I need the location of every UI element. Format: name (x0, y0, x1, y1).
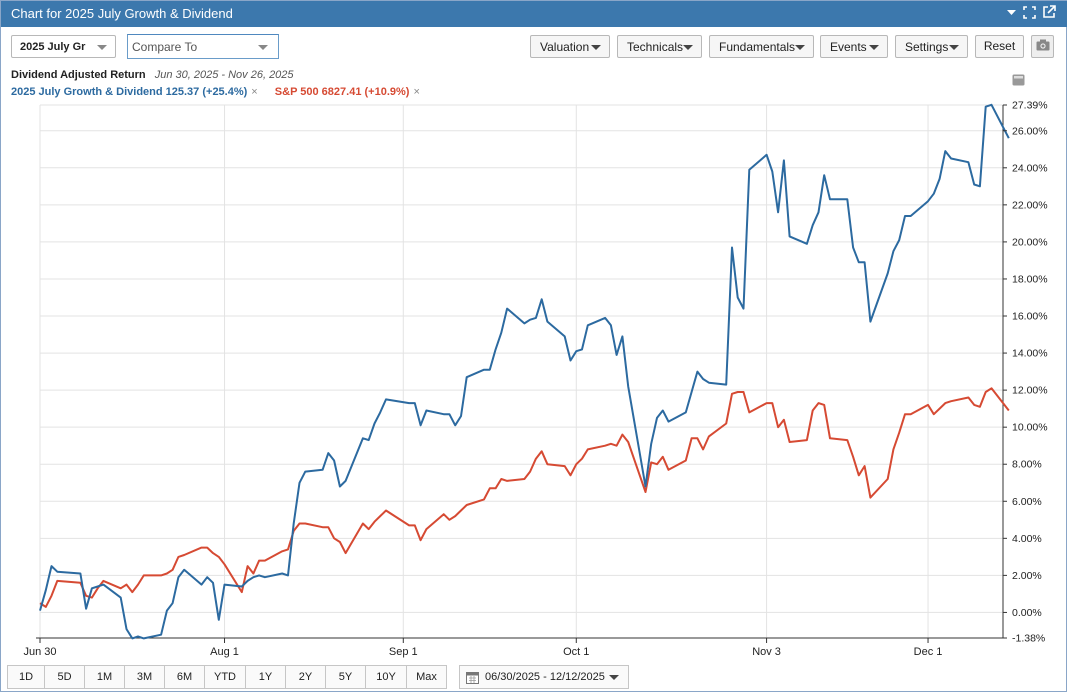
chevron-down-icon (683, 45, 693, 50)
y-tick-label: 14.00% (1012, 348, 1048, 360)
window-title: Chart for 2025 July Growth & Dividend (11, 6, 233, 21)
chevron-down-icon (97, 45, 107, 50)
x-tick-label: Oct 1 (563, 646, 589, 658)
x-tick-label: Aug 1 (210, 646, 239, 658)
y-tick-label: 12.00% (1012, 385, 1048, 397)
range-button-1y[interactable]: 1Y (246, 665, 286, 689)
portfolio-select[interactable]: 2025 July Gr (11, 35, 116, 58)
series-line-sp500 (39, 387, 1010, 608)
compare-to-placeholder: Compare To (132, 39, 198, 54)
y-tick-label: 2.00% (1012, 570, 1042, 582)
chevron-down-icon (591, 45, 601, 50)
compare-to-input[interactable]: Compare To (127, 34, 279, 59)
y-tick-label: 10.00% (1012, 422, 1048, 434)
range-button-5d[interactable]: 5D (45, 665, 85, 689)
chevron-down-icon (949, 45, 959, 50)
settings-menu-label: Settings (905, 39, 949, 54)
range-button-6m[interactable]: 6M (165, 665, 205, 689)
calculator-icon[interactable] (1012, 74, 1025, 89)
y-tick-label: 24.00% (1012, 162, 1048, 174)
valuation-menu[interactable]: Valuation (530, 35, 610, 58)
range-button-1d[interactable]: 1D (7, 665, 45, 689)
range-button-5y[interactable]: 5Y (326, 665, 366, 689)
y-tick-label: 26.00% (1012, 125, 1048, 137)
x-tick-label: Dec 1 (914, 646, 943, 658)
line-chart: 27.39% 26.00% 24.00% 22.00% 20.00% 18.00% 16.0… (23, 100, 1048, 659)
remove-series-sp500-button[interactable]: × (413, 86, 420, 98)
reset-button[interactable]: Reset (975, 35, 1024, 58)
legend-series-sp500: S&P 500 6827.41 (+10.9%) (274, 86, 410, 98)
technicals-menu[interactable]: Technicals (617, 35, 702, 58)
y-tick-label: 27.39% (1012, 100, 1048, 112)
fundamentals-menu[interactable]: Fundamentals (709, 35, 814, 58)
title-bar-icons (1006, 5, 1056, 19)
fundamentals-menu-label: Fundamentals (719, 39, 796, 54)
portfolio-select-value: 2025 July Gr (20, 40, 86, 53)
range-button-10y[interactable]: 10Y (366, 665, 407, 689)
y-axis: 27.39% 26.00% 24.00% 22.00% 20.00% 18.00% 16.0… (1003, 100, 1048, 645)
y-tick-label: 20.00% (1012, 236, 1048, 248)
x-tick-label: Nov 3 (752, 646, 781, 658)
y-tick-label: 16.00% (1012, 311, 1048, 323)
chevron-down-icon (869, 45, 879, 50)
settings-menu[interactable]: Settings (895, 35, 968, 58)
toolbar: 2025 July Gr Compare To Valuation Techni… (1, 31, 1067, 63)
valuation-menu-label: Valuation (540, 39, 590, 54)
y-tick-label: 0.00% (1012, 607, 1042, 619)
remove-series-portfolio-button[interactable]: × (251, 86, 258, 98)
snapshot-button[interactable] (1031, 35, 1054, 58)
range-button-max[interactable]: Max (407, 665, 447, 689)
y-tick-label: 22.00% (1012, 199, 1048, 211)
range-selector: 1D 5D 1M 3M 6M YTD 1Y 2Y 5Y 10Y Max (7, 665, 447, 689)
range-button-3m[interactable]: 3M (125, 665, 165, 689)
expand-icon[interactable] (1023, 5, 1036, 19)
range-button-2y[interactable]: 2Y (286, 665, 326, 689)
legend-date-range: Jun 30, 2025 - Nov 26, 2025 (154, 69, 294, 81)
date-range-value: 06/30/2025 - 12/12/2025 (485, 671, 605, 683)
popout-icon[interactable] (1042, 5, 1056, 19)
chevron-down-icon[interactable] (1006, 7, 1017, 18)
legend-series-portfolio: 2025 July Growth & Dividend 125.37 (+25.… (11, 86, 248, 98)
events-menu[interactable]: Events (820, 35, 888, 58)
chart-legend: Dividend Adjusted Return Jun 30, 2025 - … (11, 69, 420, 98)
x-axis: Jun 30 Aug 1 Sep 1 Oct 1 Nov 3 Dec 1 (23, 638, 942, 658)
camera-icon (1036, 39, 1050, 54)
y-tick-label: 6.00% (1012, 496, 1042, 508)
legend-heading: Dividend Adjusted Return (11, 69, 146, 81)
calendar-icon (466, 671, 479, 684)
events-menu-label: Events (830, 39, 867, 54)
y-tick-label: 18.00% (1012, 273, 1048, 285)
chart-grid (39, 104, 1003, 639)
range-button-ytd[interactable]: YTD (205, 665, 246, 689)
chevron-down-icon (609, 675, 619, 680)
title-bar: Chart for 2025 July Growth & Dividend (1, 1, 1067, 27)
chart-axes (36, 105, 1004, 639)
date-range-picker[interactable]: 06/30/2025 - 12/12/2025 (459, 665, 629, 689)
x-tick-label: Jun 30 (23, 646, 56, 658)
series-line-portfolio (39, 103, 1010, 640)
chevron-down-icon (795, 45, 805, 50)
y-tick-label: 8.00% (1012, 459, 1042, 471)
y-tick-label: 4.00% (1012, 533, 1042, 545)
range-button-1m[interactable]: 1M (85, 665, 125, 689)
y-tick-label: -1.38% (1012, 633, 1045, 645)
chevron-down-icon (258, 45, 268, 50)
chart-series (39, 103, 1010, 640)
x-tick-label: Sep 1 (389, 646, 418, 658)
technicals-menu-label: Technicals (627, 39, 684, 54)
